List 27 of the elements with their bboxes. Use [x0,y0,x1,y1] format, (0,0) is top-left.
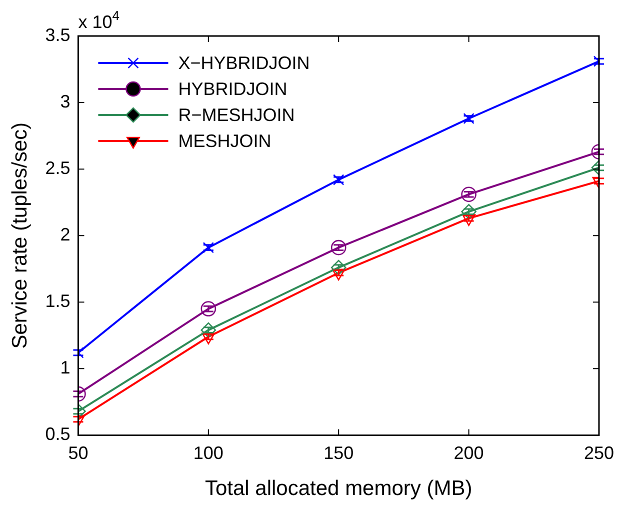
legend-label: R−MESHJOIN [178,104,295,125]
point [330,260,346,276]
y-tick-label: 3.5 [45,24,70,45]
point [200,322,216,338]
x-tick-label: 100 [193,442,224,463]
legend-label: MESHJOIN [178,130,272,151]
point [202,242,214,254]
legend-label: X−HYBRIDJOIN [178,52,310,73]
point [463,112,474,124]
legend-label: HYBRIDJOIN [178,78,288,99]
x-tick-label: 200 [454,442,484,463]
x-tick-label: 250 [584,442,614,463]
x-tick-label: 50 [68,442,88,463]
point [461,186,476,202]
y-tick-label: 1 [60,358,70,378]
y-tick-label: 1.5 [45,291,70,312]
point [461,204,476,220]
x-axis-title: Total allocated memory (MB) [204,477,472,500]
y-tick-label: 0.5 [45,424,70,444]
point [200,301,216,316]
point [330,240,346,256]
y-tick-label: 3 [60,92,70,112]
y-tick-label: 2 [60,224,70,245]
point [333,174,344,186]
y-axis-title: Service rate (tuples/sec) [8,122,32,349]
y-tick-label: 2.5 [45,158,70,178]
x-tick-label: 150 [324,442,354,463]
